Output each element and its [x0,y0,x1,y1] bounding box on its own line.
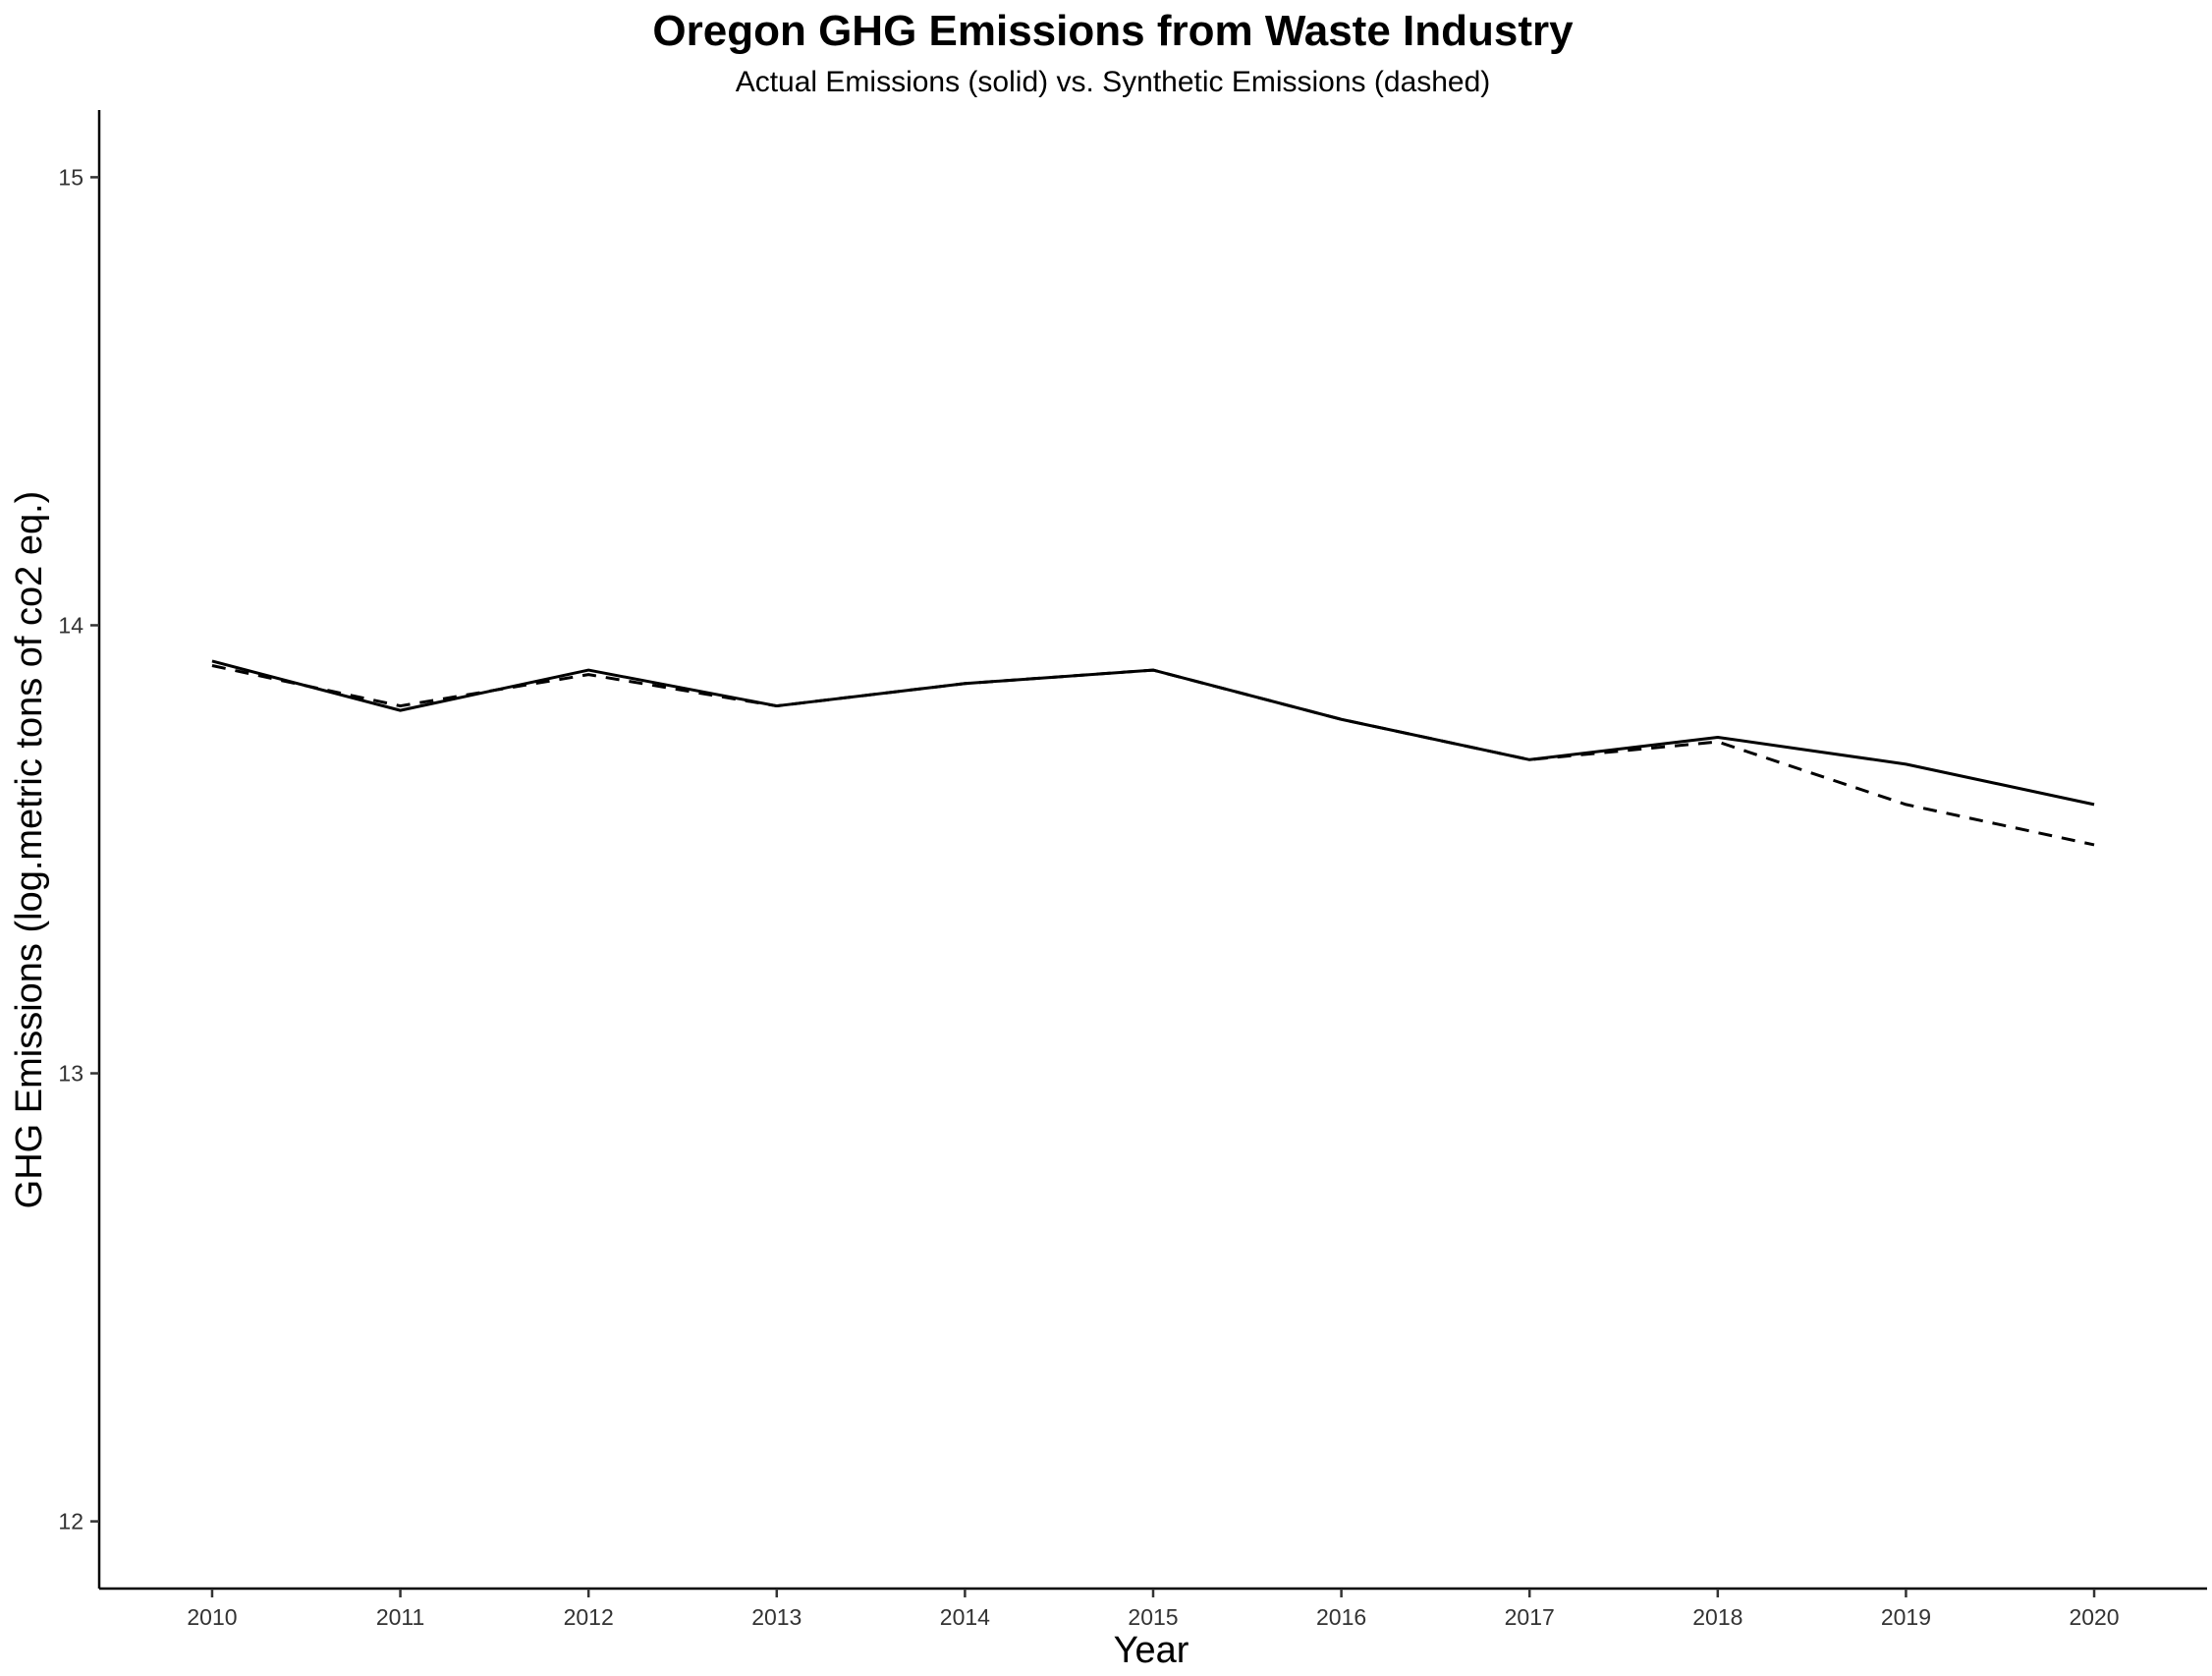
y-tick-label: 15 [58,164,83,190]
chart-title: Oregon GHG Emissions from Waste Industry [652,7,1574,55]
x-tick-label: 2015 [1128,1604,1178,1630]
x-tick-label: 2020 [2069,1604,2119,1630]
series-layer [211,659,2095,847]
synthetic-emissions-line [211,664,2095,847]
x-tick-label: 2019 [1881,1604,1931,1630]
x-tick-label: 2014 [940,1604,990,1630]
x-tick-label: 2017 [1505,1604,1555,1630]
y-tick-label: 12 [58,1509,83,1535]
x-tick-label: 2013 [751,1604,802,1630]
x-tick-label: 2012 [564,1604,614,1630]
y-axis-label: GHG Emissions (log.metric tons of co2 eq… [9,491,50,1209]
x-axis-ticks: 2010 2011 2012 2013 2014 2015 2016 2017 2018 2019… [187,1589,2120,1630]
x-tick-label: 2018 [1692,1604,1742,1630]
x-tick-label: 2016 [1316,1604,1366,1630]
y-axis-ticks: 12 13 14 15 [58,164,99,1535]
y-tick-label: 14 [58,612,83,638]
chart-subtitle: Actual Emissions (solid) vs. Synthetic E… [736,66,1491,98]
x-tick-label: 2010 [187,1604,237,1630]
x-axis-label: Year [1114,1630,1189,1671]
x-tick-label: 2011 [376,1604,424,1630]
y-tick-label: 13 [58,1061,83,1087]
